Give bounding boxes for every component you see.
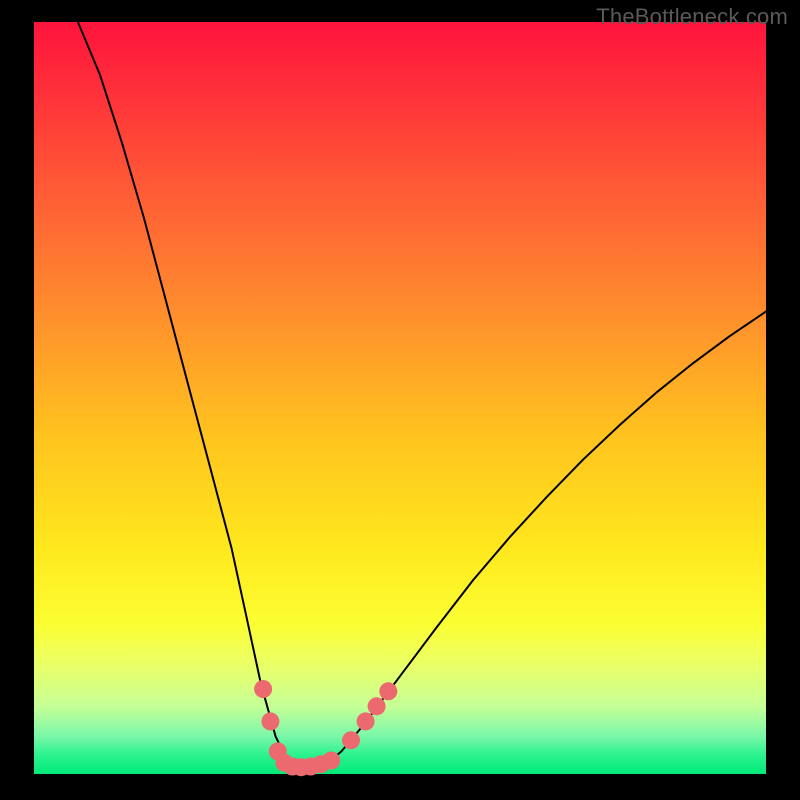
data-marker bbox=[357, 712, 375, 730]
data-marker bbox=[342, 731, 360, 749]
data-marker bbox=[322, 752, 340, 770]
data-marker bbox=[254, 680, 272, 698]
data-marker bbox=[368, 697, 386, 715]
plot-background bbox=[34, 22, 766, 774]
chart-stage: TheBottleneck.com bbox=[0, 0, 800, 800]
watermark-text: TheBottleneck.com bbox=[596, 4, 788, 30]
chart-svg bbox=[0, 0, 800, 800]
data-marker bbox=[379, 682, 397, 700]
data-marker bbox=[261, 712, 279, 730]
